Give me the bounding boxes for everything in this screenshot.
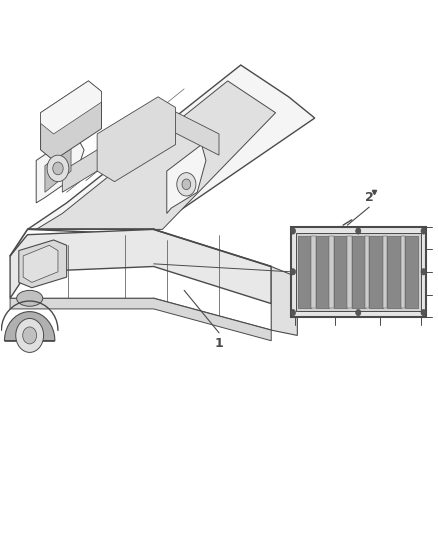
Polygon shape bbox=[365, 236, 370, 308]
Polygon shape bbox=[167, 144, 206, 214]
Ellipse shape bbox=[17, 290, 43, 306]
Polygon shape bbox=[387, 236, 400, 308]
Polygon shape bbox=[405, 236, 418, 308]
Circle shape bbox=[421, 310, 426, 316]
Circle shape bbox=[53, 162, 63, 175]
Polygon shape bbox=[36, 134, 84, 203]
Text: 2: 2 bbox=[365, 191, 374, 204]
Polygon shape bbox=[10, 229, 271, 304]
Polygon shape bbox=[19, 240, 67, 288]
Polygon shape bbox=[28, 65, 315, 235]
Polygon shape bbox=[296, 233, 420, 311]
Polygon shape bbox=[10, 298, 271, 341]
Circle shape bbox=[177, 173, 196, 196]
Polygon shape bbox=[316, 236, 329, 308]
Circle shape bbox=[23, 327, 37, 344]
Circle shape bbox=[182, 179, 191, 190]
Polygon shape bbox=[329, 236, 334, 308]
Circle shape bbox=[290, 310, 296, 316]
Polygon shape bbox=[41, 81, 102, 134]
Polygon shape bbox=[271, 266, 297, 335]
Polygon shape bbox=[97, 97, 176, 182]
Polygon shape bbox=[4, 312, 55, 341]
Polygon shape bbox=[23, 245, 58, 282]
Polygon shape bbox=[36, 81, 276, 229]
Polygon shape bbox=[400, 236, 405, 308]
Polygon shape bbox=[311, 236, 316, 308]
Polygon shape bbox=[370, 236, 383, 308]
Polygon shape bbox=[45, 144, 71, 192]
Polygon shape bbox=[383, 236, 387, 308]
Polygon shape bbox=[298, 236, 311, 308]
Circle shape bbox=[421, 269, 426, 275]
Polygon shape bbox=[291, 227, 426, 317]
Circle shape bbox=[290, 228, 296, 234]
Circle shape bbox=[356, 228, 361, 234]
Polygon shape bbox=[347, 236, 352, 308]
Circle shape bbox=[290, 269, 296, 275]
Text: 1: 1 bbox=[215, 337, 223, 350]
Circle shape bbox=[421, 228, 426, 234]
Polygon shape bbox=[41, 81, 102, 160]
Circle shape bbox=[16, 318, 44, 352]
Circle shape bbox=[356, 310, 361, 316]
Polygon shape bbox=[62, 108, 219, 192]
Circle shape bbox=[47, 155, 69, 182]
Polygon shape bbox=[352, 236, 365, 308]
Polygon shape bbox=[334, 236, 347, 308]
